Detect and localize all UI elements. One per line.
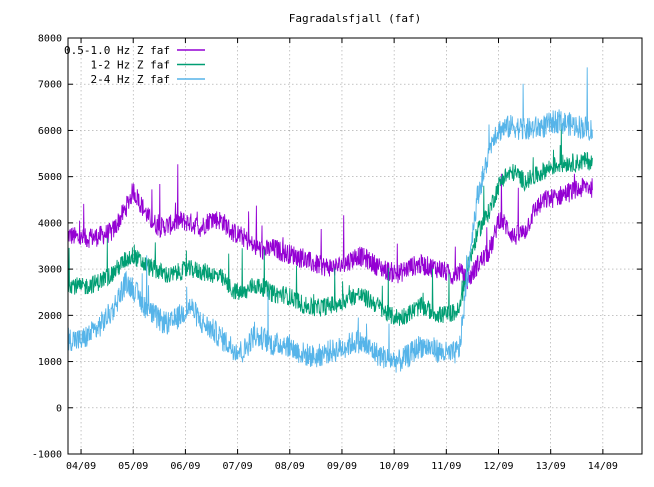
y-tick-label: 1000 <box>38 357 62 368</box>
y-tick-label: 5000 <box>38 172 62 183</box>
x-tick-label: 14/09 <box>588 461 618 472</box>
y-tick-label: 8000 <box>38 34 62 45</box>
x-tick-label: 05/09 <box>118 461 148 472</box>
x-tick-label: 06/09 <box>170 461 200 472</box>
series-line-2 <box>68 123 593 326</box>
x-tick-label: 08/09 <box>275 461 305 472</box>
chart-title: Fagradalsfjall (faf) <box>289 12 421 25</box>
y-tick-label: 6000 <box>38 126 62 137</box>
series-lines <box>68 67 593 373</box>
x-tick-label: 04/09 <box>66 461 96 472</box>
y-tick-label: 0 <box>56 403 62 414</box>
plot-frame <box>67 37 643 455</box>
legend-label: 2-4 Hz Z faf <box>91 73 170 86</box>
x-tick-label: 11/09 <box>431 461 461 472</box>
y-tick-label: 3000 <box>38 265 62 276</box>
series-line-3 <box>68 67 593 373</box>
x-tick-label: 10/09 <box>379 461 409 472</box>
y-tick-label: 7000 <box>38 80 62 91</box>
x-tick-label: 07/09 <box>223 461 253 472</box>
x-tick-label: 12/09 <box>483 461 513 472</box>
legend-label: 1-2 Hz Z faf <box>91 59 170 72</box>
x-tick-label: 13/09 <box>536 461 566 472</box>
grid-lines <box>68 38 642 454</box>
y-tick-label: -1000 <box>32 450 62 461</box>
axes: -1000 0 1000 2000 3000 4000 5000 6000 7000 8000 04… <box>32 34 642 472</box>
legend-label: 0.5-1.0 Hz Z faf <box>64 44 170 57</box>
y-tick-label: 4000 <box>38 218 62 229</box>
series-line-1 <box>68 164 593 290</box>
x-tick-label: 09/09 <box>327 461 357 472</box>
y-tick-label: 2000 <box>38 311 62 322</box>
